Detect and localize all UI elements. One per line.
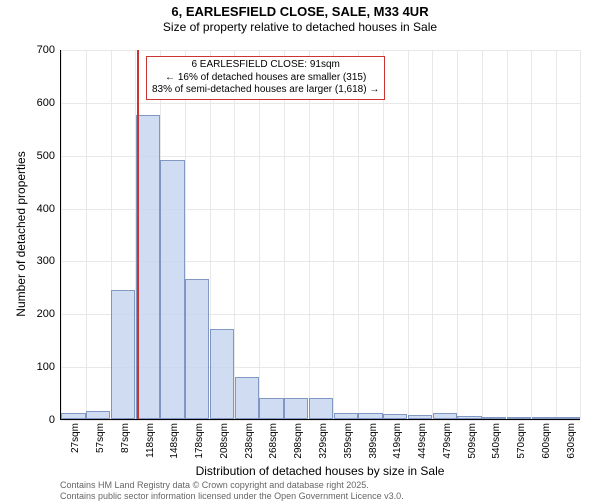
histogram-bar (185, 279, 209, 419)
xtick-label: 419sqm (392, 423, 403, 459)
xtick-label: 118sqm (145, 423, 156, 458)
gridline-v (556, 50, 557, 419)
histogram-bar (433, 413, 457, 419)
gridline-v (432, 50, 433, 419)
histogram-bar (111, 290, 135, 420)
gridline-h (61, 420, 580, 421)
xtick-label: 298sqm (293, 423, 304, 459)
xtick-label: 449sqm (417, 423, 428, 459)
histogram-bar (160, 160, 184, 419)
annotation-line: ← 16% of detached houses are smaller (31… (152, 72, 379, 85)
histogram-bar (457, 416, 481, 419)
gridline-v (408, 50, 409, 419)
histogram-bar (358, 413, 382, 419)
footer-line-2: Contains public sector information licen… (60, 491, 404, 502)
histogram-bar (507, 417, 531, 419)
gridline-v (457, 50, 458, 419)
histogram-bar (259, 398, 283, 419)
annotation-line: 6 EARLESFIELD CLOSE: 91sqm (152, 59, 379, 72)
ytick-label: 700 (37, 44, 61, 56)
gridline-v (309, 50, 310, 419)
xtick-label: 329sqm (318, 423, 329, 459)
histogram-bar (61, 413, 85, 419)
xtick-label: 479sqm (442, 423, 453, 459)
page-title: 6, EARLESFIELD CLOSE, SALE, M33 4UR (0, 4, 600, 19)
xtick-label: 208sqm (219, 423, 230, 459)
histogram-bar (383, 414, 407, 419)
ytick-label: 300 (37, 255, 61, 267)
ytick-label: 200 (37, 308, 61, 320)
xtick-label: 540sqm (491, 423, 502, 459)
xtick-label: 27sqm (70, 423, 81, 453)
page-subtitle: Size of property relative to detached ho… (0, 20, 600, 34)
xtick-label: 600sqm (541, 423, 552, 459)
ytick-label: 400 (37, 203, 61, 215)
xtick-label: 148sqm (169, 423, 180, 459)
histogram-bar (408, 415, 432, 419)
histogram-bar (556, 417, 580, 419)
histogram-bar (532, 417, 556, 419)
xtick-label: 570sqm (516, 423, 527, 459)
histogram-bar (309, 398, 333, 419)
gridline-v (507, 50, 508, 419)
gridline-v (61, 50, 62, 419)
ytick-label: 500 (37, 150, 61, 162)
annotation-box: 6 EARLESFIELD CLOSE: 91sqm← 16% of detac… (146, 56, 385, 100)
gridline-v (86, 50, 87, 419)
xtick-label: 238sqm (244, 423, 255, 459)
x-axis-label: Distribution of detached houses by size … (60, 464, 580, 478)
ytick-label: 600 (37, 97, 61, 109)
xtick-label: 87sqm (120, 423, 131, 453)
histogram-bar (482, 417, 506, 419)
footer-attribution: Contains HM Land Registry data © Crown c… (60, 480, 404, 502)
gridline-v (259, 50, 260, 419)
xtick-label: 359sqm (343, 423, 354, 459)
xtick-label: 268sqm (268, 423, 279, 459)
ytick-label: 100 (37, 361, 61, 373)
gridline-v (333, 50, 334, 419)
gridline-v (284, 50, 285, 419)
gridline-v (531, 50, 532, 419)
y-axis-label: Number of detached properties (14, 151, 28, 316)
histogram-bar (334, 413, 358, 419)
property-marker-line (137, 50, 139, 419)
xtick-label: 509sqm (467, 423, 478, 459)
histogram-bar (86, 411, 110, 419)
annotation-line: 83% of semi-detached houses are larger (… (152, 84, 379, 97)
xtick-label: 57sqm (95, 423, 106, 453)
gridline-v (482, 50, 483, 419)
footer-line-1: Contains HM Land Registry data © Crown c… (60, 480, 404, 491)
gridline-v (234, 50, 235, 419)
xtick-label: 630sqm (566, 423, 577, 459)
plot-region: 010020030040050060070027sqm57sqm87sqm118… (60, 50, 580, 420)
xtick-label: 178sqm (194, 423, 205, 459)
gridline-v (358, 50, 359, 419)
xtick-label: 389sqm (368, 423, 379, 459)
chart-area: 010020030040050060070027sqm57sqm87sqm118… (60, 50, 580, 420)
histogram-bar (235, 377, 259, 419)
gridline-v (580, 50, 581, 419)
histogram-bar (210, 329, 234, 419)
ytick-label: 0 (49, 414, 61, 426)
gridline-v (383, 50, 384, 419)
histogram-bar (284, 398, 308, 419)
